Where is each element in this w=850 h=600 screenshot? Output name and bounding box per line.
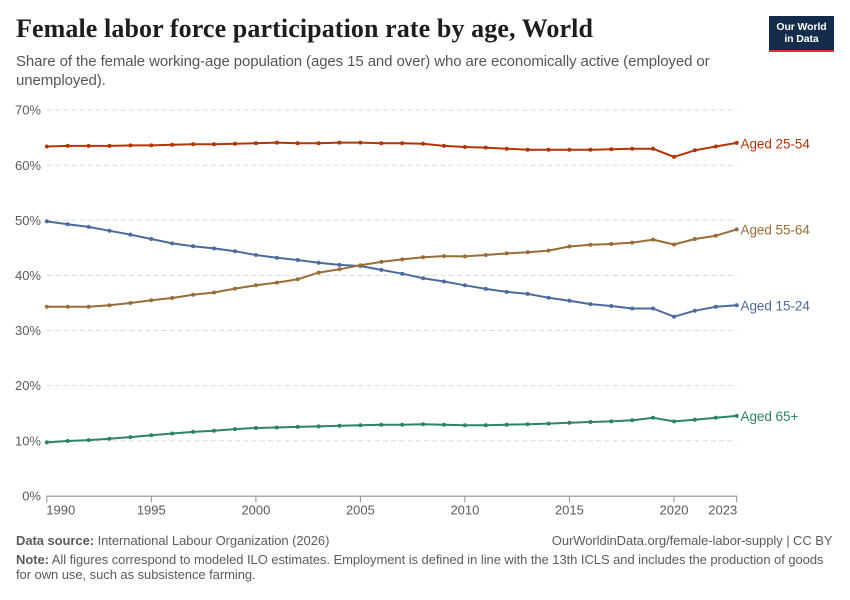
- svg-text:30%: 30%: [15, 323, 41, 338]
- svg-text:Aged 65+: Aged 65+: [741, 409, 799, 424]
- svg-text:2023: 2023: [708, 503, 737, 518]
- svg-text:50%: 50%: [15, 213, 41, 228]
- svg-text:2015: 2015: [555, 503, 584, 518]
- svg-text:1995: 1995: [137, 503, 166, 518]
- svg-text:2020: 2020: [660, 503, 689, 518]
- svg-text:20%: 20%: [15, 378, 41, 393]
- svg-text:Aged 25-54: Aged 25-54: [741, 137, 811, 152]
- svg-text:2010: 2010: [450, 503, 479, 518]
- svg-text:40%: 40%: [15, 268, 41, 283]
- svg-text:2005: 2005: [346, 503, 375, 518]
- svg-text:60%: 60%: [15, 158, 41, 173]
- svg-text:1990: 1990: [46, 503, 75, 518]
- svg-text:Aged 15-24: Aged 15-24: [741, 298, 811, 313]
- svg-text:0%: 0%: [22, 488, 41, 503]
- svg-text:70%: 70%: [15, 103, 41, 118]
- svg-text:Aged 55-64: Aged 55-64: [741, 223, 811, 238]
- svg-text:10%: 10%: [15, 433, 41, 448]
- svg-text:2000: 2000: [241, 503, 270, 518]
